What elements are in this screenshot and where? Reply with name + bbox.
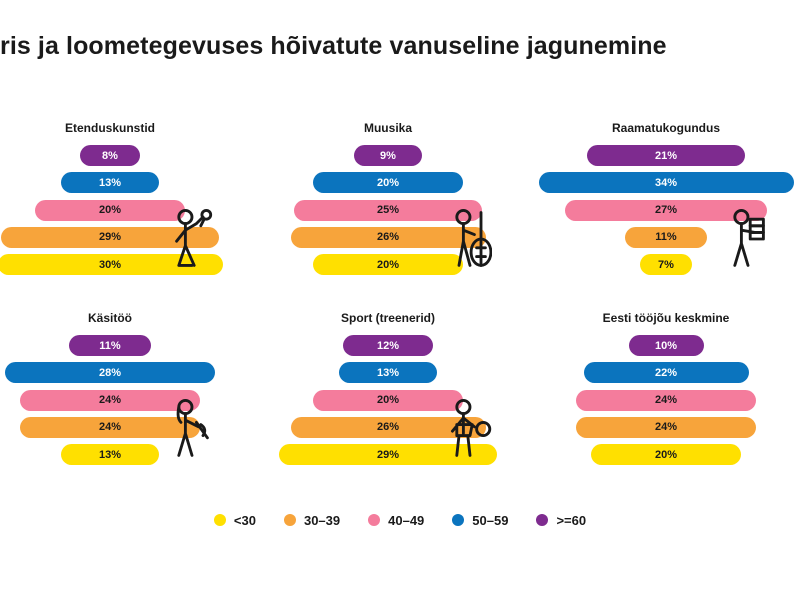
bar: 20% bbox=[313, 389, 463, 411]
legend-label: <30 bbox=[233, 512, 256, 528]
bar: 7% bbox=[639, 254, 693, 276]
bar-label: 10% bbox=[654, 339, 678, 352]
bar-label: 12% bbox=[376, 339, 400, 352]
legend-label: 50–59 bbox=[472, 512, 509, 528]
bar: 25% bbox=[294, 199, 482, 221]
bar-label: 22% bbox=[654, 366, 678, 379]
legend-swatch bbox=[368, 514, 381, 526]
bar: 30% bbox=[0, 254, 223, 276]
bar: 11% bbox=[624, 226, 708, 248]
panel-title: Käsitöö bbox=[87, 311, 132, 325]
bar-label: 9% bbox=[380, 149, 396, 162]
bar: 9% bbox=[354, 145, 422, 166]
bar-label: 24% bbox=[98, 421, 122, 434]
crafter-icon bbox=[176, 398, 209, 457]
bar-label: 29% bbox=[98, 231, 122, 244]
bar-label: 30% bbox=[98, 258, 122, 271]
legend-label: 30–39 bbox=[303, 512, 341, 528]
bar: 28% bbox=[5, 362, 215, 384]
legend-item: >=60 bbox=[536, 513, 586, 528]
panel-title: Eesti tööjõu keskmine bbox=[602, 311, 730, 325]
bar-label: 20% bbox=[654, 448, 678, 461]
bar-label: 11% bbox=[99, 339, 121, 352]
bar-label: 13% bbox=[376, 366, 400, 379]
bar-label: 20% bbox=[376, 394, 400, 407]
bar-label: 20% bbox=[376, 258, 400, 271]
bar: 20% bbox=[313, 172, 463, 194]
legend-item: 50–59 bbox=[452, 513, 508, 528]
bar-label: 13% bbox=[98, 176, 122, 189]
legend-item: 30–39 bbox=[283, 512, 341, 528]
bar: 34% bbox=[538, 172, 794, 194]
bar-label: 13% bbox=[98, 448, 122, 461]
bar-label: 24% bbox=[654, 394, 678, 407]
bar: 11% bbox=[68, 335, 152, 356]
bar: 20% bbox=[591, 444, 741, 466]
bar: 29% bbox=[279, 444, 497, 466]
bar: 12% bbox=[343, 335, 433, 356]
bar-label: 24% bbox=[98, 394, 122, 407]
bar-label: 20% bbox=[98, 204, 122, 217]
bar: 20% bbox=[313, 254, 463, 276]
bar-label: 21% bbox=[654, 149, 678, 162]
cellist-icon bbox=[455, 208, 492, 267]
legend-swatch bbox=[213, 514, 226, 526]
bar-label: 28% bbox=[98, 366, 122, 379]
panel-title: Raamatukogundus bbox=[611, 121, 720, 135]
bar-label: 24% bbox=[654, 421, 678, 434]
bar: 27% bbox=[564, 199, 768, 221]
bar: 26% bbox=[290, 416, 486, 438]
bar-label: 7% bbox=[658, 258, 674, 271]
bar: 13% bbox=[61, 444, 159, 466]
panel-title: Etenduskunstid bbox=[64, 121, 155, 135]
bar: 13% bbox=[61, 172, 159, 194]
legend-swatch bbox=[283, 514, 296, 526]
bar: 24% bbox=[576, 389, 756, 411]
bar-label: 25% bbox=[376, 204, 400, 217]
bar: 24% bbox=[20, 416, 200, 438]
bar: 8% bbox=[80, 145, 140, 166]
legend-item: <30 bbox=[213, 512, 256, 528]
bar-label: 27% bbox=[654, 204, 678, 217]
bar-label: 11% bbox=[655, 231, 677, 244]
bar: 29% bbox=[1, 226, 219, 248]
legend-swatch bbox=[536, 514, 549, 526]
bar: 21% bbox=[587, 145, 745, 166]
bar-label: 29% bbox=[376, 448, 400, 461]
bar: 24% bbox=[576, 416, 756, 438]
librarian-icon bbox=[733, 208, 765, 267]
bar: 22% bbox=[583, 362, 749, 384]
chart-title: ris ja loometegevuses hõivatute vanuseli… bbox=[0, 32, 667, 60]
bar: 24% bbox=[20, 389, 200, 411]
bar: 10% bbox=[628, 335, 704, 356]
legend-item: 40–49 bbox=[368, 513, 424, 528]
legend-label: 40–49 bbox=[388, 512, 425, 528]
bar-label: 8% bbox=[102, 149, 118, 162]
bar: 26% bbox=[290, 226, 486, 248]
bar-label: 20% bbox=[376, 176, 400, 189]
bar-label: 26% bbox=[376, 231, 400, 244]
bar: 20% bbox=[35, 199, 185, 221]
performer-icon bbox=[175, 208, 213, 267]
bar-label: 26% bbox=[376, 421, 400, 434]
legend-label: >=60 bbox=[556, 512, 587, 528]
bar-label: 34% bbox=[654, 176, 678, 189]
panel-title: Muusika bbox=[363, 121, 412, 135]
panel-title: Sport (treenerid) bbox=[340, 311, 435, 325]
legend: <30 30–39 40–49 50–59 >=60 bbox=[0, 510, 800, 530]
bar: 13% bbox=[339, 362, 437, 384]
athlete-icon bbox=[450, 398, 492, 457]
legend-swatch bbox=[452, 514, 465, 526]
